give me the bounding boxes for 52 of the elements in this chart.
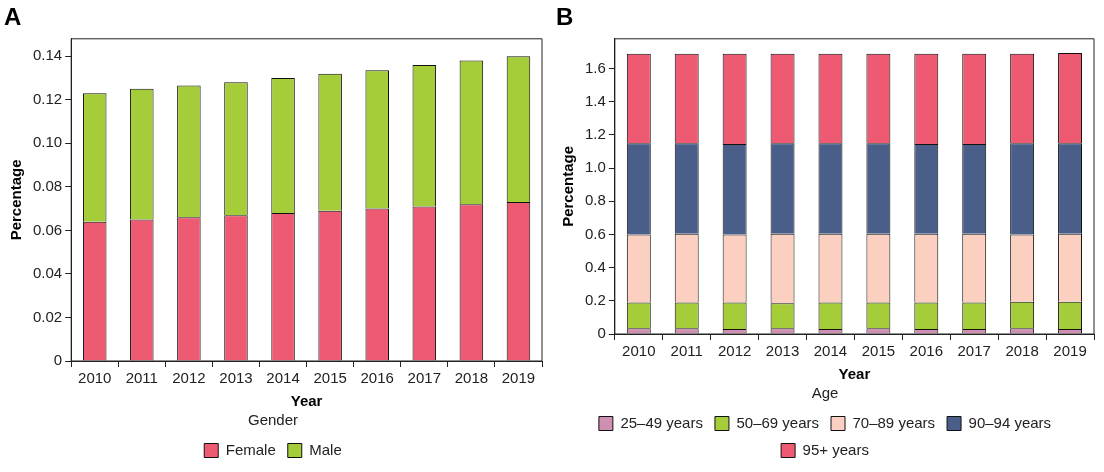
legend-label: 90–94 years [968, 413, 1052, 431]
y-tick-label: 0.10 [32, 133, 63, 151]
y-tick-label: 1.6 [584, 58, 606, 76]
y-tick-label: 0.06 [32, 220, 63, 238]
x-tick-label: 2014 [266, 369, 300, 387]
y-tick-label: 0.8 [584, 191, 606, 209]
y-tick-label: 0.08 [32, 176, 63, 194]
y-tick-label: 1.0 [584, 158, 606, 176]
x-axis-title: Year [838, 365, 871, 383]
x-tick-label: 2019 [1053, 342, 1087, 360]
legend-label: 70–89 years [852, 413, 936, 431]
x-tick-label: 2013 [765, 342, 800, 360]
y-tick-label: 1.2 [584, 125, 606, 143]
x-tick-label: 2016 [360, 369, 394, 387]
x-tick-label: 2012 [172, 369, 206, 387]
x-tick-label: 2019 [501, 369, 536, 387]
x-tick-label: 2018 [1005, 342, 1039, 360]
legend-label: 25–49 years [620, 413, 703, 431]
chart-title: A [4, 3, 22, 31]
x-tick-label: 2011 [125, 369, 158, 387]
legend-label: Male [309, 440, 342, 458]
y-tick-label: 0.04 [32, 264, 63, 282]
x-tick-label: 2018 [454, 369, 489, 387]
legend-label: Female [225, 440, 276, 458]
x-tick-label: 2011 [670, 342, 703, 360]
y-tick-label: 0 [53, 351, 63, 369]
y-tick-label: 0.14 [32, 46, 63, 64]
x-tick-label: 2013 [219, 369, 253, 387]
x-tick-label: 2012 [717, 342, 752, 360]
chart-title: B [556, 3, 574, 31]
y-tick-label: 0 [597, 324, 606, 342]
x-tick-label: 2010 [78, 369, 112, 387]
legend-title: Gender [247, 410, 299, 428]
y-tick-label: 0.4 [584, 257, 606, 275]
legend-label: 50–69 years [736, 413, 819, 431]
x-tick-label: 2016 [909, 342, 943, 360]
y-tick-label: 0.6 [584, 224, 606, 242]
legend-label: 95+ years [802, 440, 869, 458]
legend-title: Age [811, 383, 839, 401]
y-axis-title: Percentage [559, 145, 577, 227]
x-tick-label: 2017 [957, 342, 991, 360]
x-tick-label: 2014 [813, 342, 848, 360]
y-tick-label: 0.02 [32, 307, 63, 325]
y-tick-label: 1.4 [584, 91, 606, 109]
x-axis-title: Year [290, 392, 323, 410]
y-axis-title: Percentage [7, 159, 25, 241]
y-tick-label: 0.2 [584, 290, 606, 308]
x-tick-label: 2017 [407, 369, 441, 387]
x-tick-label: 2010 [622, 342, 656, 360]
y-tick-label: 0.12 [32, 89, 63, 107]
x-tick-label: 2015 [861, 342, 896, 360]
x-tick-label: 2015 [313, 369, 347, 387]
